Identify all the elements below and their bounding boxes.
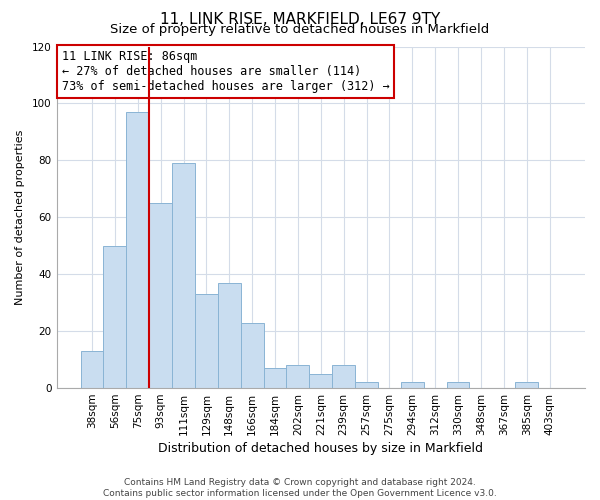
Bar [241,322,263,388]
Bar [286,366,310,388]
Bar [310,374,332,388]
Text: 11, LINK RISE, MARKFIELD, LE67 9TY: 11, LINK RISE, MARKFIELD, LE67 9TY [160,12,440,28]
Bar [172,163,195,388]
Bar [263,368,286,388]
Bar [195,294,218,388]
Bar [218,283,241,388]
Bar [401,382,424,388]
Bar [80,351,103,388]
Text: Size of property relative to detached houses in Markfield: Size of property relative to detached ho… [110,22,490,36]
Bar [355,382,378,388]
Text: Contains HM Land Registry data © Crown copyright and database right 2024.
Contai: Contains HM Land Registry data © Crown c… [103,478,497,498]
Bar [332,366,355,388]
Bar [515,382,538,388]
X-axis label: Distribution of detached houses by size in Markfield: Distribution of detached houses by size … [158,442,483,455]
Bar [446,382,469,388]
Bar [149,203,172,388]
Y-axis label: Number of detached properties: Number of detached properties [15,130,25,305]
Bar [103,246,127,388]
Bar [127,112,149,388]
Text: 11 LINK RISE: 86sqm
← 27% of detached houses are smaller (114)
73% of semi-detac: 11 LINK RISE: 86sqm ← 27% of detached ho… [62,50,389,93]
